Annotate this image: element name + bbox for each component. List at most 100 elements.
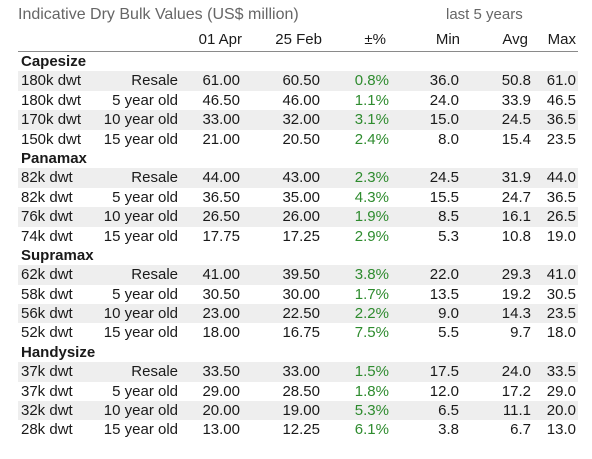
cell-max: 26.5: [546, 208, 576, 226]
cell-max: 13.0: [546, 421, 576, 439]
table-row: 32k dwt 10 year old 20.00 19.00 5.3% 6.5 11.1 2…: [18, 401, 578, 421]
table-row: 52k dwt 15 year old 18.00 16.75 7.5% 5.5 9.7 18…: [18, 323, 578, 342]
cell-avg: 6.7: [510, 421, 531, 439]
cell-min: 24.0: [429, 91, 459, 109]
cell-feb: 32.00: [282, 111, 320, 129]
cell-size: 37k dwt: [21, 363, 73, 381]
cell-size: 37k dwt: [21, 382, 73, 400]
cell-max: 29.0: [546, 382, 576, 400]
cell-pct: 4.3%: [354, 188, 389, 206]
cell-max: 23.5: [546, 130, 576, 148]
cell-age: Resale: [131, 169, 178, 187]
cell-pct: 2.3%: [354, 169, 389, 187]
cell-age: 15 year old: [103, 130, 178, 148]
section-title: Panamax: [21, 149, 87, 167]
table-row: 37k dwt 5 year old 29.00 28.50 1.8% 12.0 17.2 2…: [18, 382, 578, 401]
cell-max: 61.0: [546, 72, 576, 90]
cell-size: 82k dwt: [21, 188, 73, 206]
cell-avg: 15.4: [501, 130, 531, 148]
table-body: Capesize 180k dwt Resale 61.00 60.50 0.8% 36.0…: [18, 52, 578, 440]
cell-min: 8.0: [438, 130, 459, 148]
cell-avg: 16.1: [501, 208, 531, 226]
table-row: 74k dwt 15 year old 17.75 17.25 2.9% 5.3 10.8 1…: [18, 227, 578, 246]
header-feb: 25 Feb: [275, 31, 322, 48]
table-row: 82k dwt 5 year old 36.50 35.00 4.3% 15.5 24.7 3…: [18, 188, 578, 207]
cell-age: 10 year old: [103, 305, 178, 323]
cell-max: 18.0: [546, 324, 576, 342]
column-header-row: 01 Apr 25 Feb ±% Min Avg Max: [18, 30, 578, 52]
cell-age: 15 year old: [103, 227, 178, 245]
table-row: 28k dwt 15 year old 13.00 12.25 6.1% 3.8 6.7 13…: [18, 420, 578, 439]
cell-age: 5 year old: [112, 382, 178, 400]
cell-size: 150k dwt: [21, 130, 82, 148]
cell-pct: 5.3%: [354, 402, 389, 420]
cell-age: 15 year old: [103, 421, 178, 439]
cell-avg: 33.9: [501, 91, 531, 109]
cell-apr: 61.00: [202, 72, 240, 90]
table-row: 58k dwt 5 year old 30.50 30.00 1.7% 13.5 19.2 3…: [18, 285, 578, 304]
cell-age: 15 year old: [103, 324, 178, 342]
header-pct: ±%: [364, 31, 386, 48]
cell-size: 76k dwt: [21, 208, 73, 226]
cell-apr: 44.00: [202, 169, 240, 187]
cell-feb: 43.00: [282, 169, 320, 187]
cell-age: 5 year old: [112, 91, 178, 109]
cell-max: 41.0: [546, 266, 576, 284]
section-header: Capesize: [18, 52, 578, 72]
cell-feb: 22.50: [282, 305, 320, 323]
section-title: Supramax: [21, 246, 94, 264]
table-row: 37k dwt Resale 33.50 33.00 1.5% 17.5 24.0 33.5: [18, 362, 578, 382]
cell-min: 8.5: [438, 208, 459, 226]
cell-feb: 39.50: [282, 266, 320, 284]
section-header: Handysize: [18, 342, 578, 363]
cell-avg: 10.8: [501, 227, 531, 245]
cell-max: 44.0: [546, 169, 576, 187]
cell-size: 56k dwt: [21, 305, 73, 323]
section-title: Capesize: [21, 53, 87, 70]
cell-avg: 24.0: [501, 363, 531, 381]
section-header: Panamax: [18, 148, 578, 169]
cell-feb: 17.25: [282, 227, 320, 245]
cell-apr: 33.00: [202, 111, 240, 129]
cell-apr: 26.50: [202, 208, 240, 226]
cell-feb: 16.75: [282, 324, 320, 342]
cell-size: 58k dwt: [21, 285, 73, 303]
cell-age: Resale: [131, 363, 178, 381]
cell-min: 3.8: [438, 421, 459, 439]
cell-pct: 1.7%: [354, 285, 389, 303]
cell-pct: 1.8%: [354, 382, 389, 400]
cell-avg: 11.1: [502, 402, 531, 420]
cell-age: 10 year old: [103, 208, 178, 226]
cell-feb: 28.50: [282, 382, 320, 400]
cell-avg: 50.8: [501, 72, 531, 90]
header-min: Min: [435, 31, 460, 48]
cell-apr: 20.00: [202, 402, 240, 420]
cell-apr: 29.00: [202, 382, 240, 400]
cell-min: 36.0: [429, 72, 459, 90]
cell-feb: 19.00: [282, 402, 320, 420]
cell-age: Resale: [131, 72, 178, 90]
cell-min: 5.3: [438, 227, 459, 245]
cell-age: 5 year old: [112, 285, 178, 303]
cell-min: 15.5: [429, 188, 459, 206]
cell-apr: 30.50: [202, 285, 240, 303]
table-row: 62k dwt Resale 41.00 39.50 3.8% 22.0 29.3 41.0: [18, 265, 578, 285]
cell-pct: 1.5%: [354, 363, 389, 381]
cell-feb: 26.00: [282, 208, 320, 226]
cell-feb: 30.00: [282, 285, 320, 303]
cell-min: 22.0: [429, 266, 459, 284]
table-row: 76k dwt 10 year old 26.50 26.00 1.9% 8.5 16.1 2…: [18, 207, 578, 227]
cell-size: 74k dwt: [21, 227, 73, 245]
cell-min: 15.0: [429, 111, 459, 129]
section-header: Supramax: [18, 245, 578, 266]
cell-pct: 2.2%: [354, 305, 389, 323]
table-row: 56k dwt 10 year old 23.00 22.50 2.2% 9.0 14.3 2…: [18, 304, 578, 324]
cell-size: 180k dwt: [21, 72, 82, 90]
cell-feb: 46.00: [282, 91, 320, 109]
header-avg: Avg: [502, 31, 528, 48]
cell-apr: 17.75: [202, 227, 240, 245]
table-title: Indicative Dry Bulk Values (US$ million): [18, 6, 299, 23]
table-row: 82k dwt Resale 44.00 43.00 2.3% 24.5 31.9 44.0: [18, 168, 578, 188]
cell-feb: 20.50: [282, 130, 320, 148]
